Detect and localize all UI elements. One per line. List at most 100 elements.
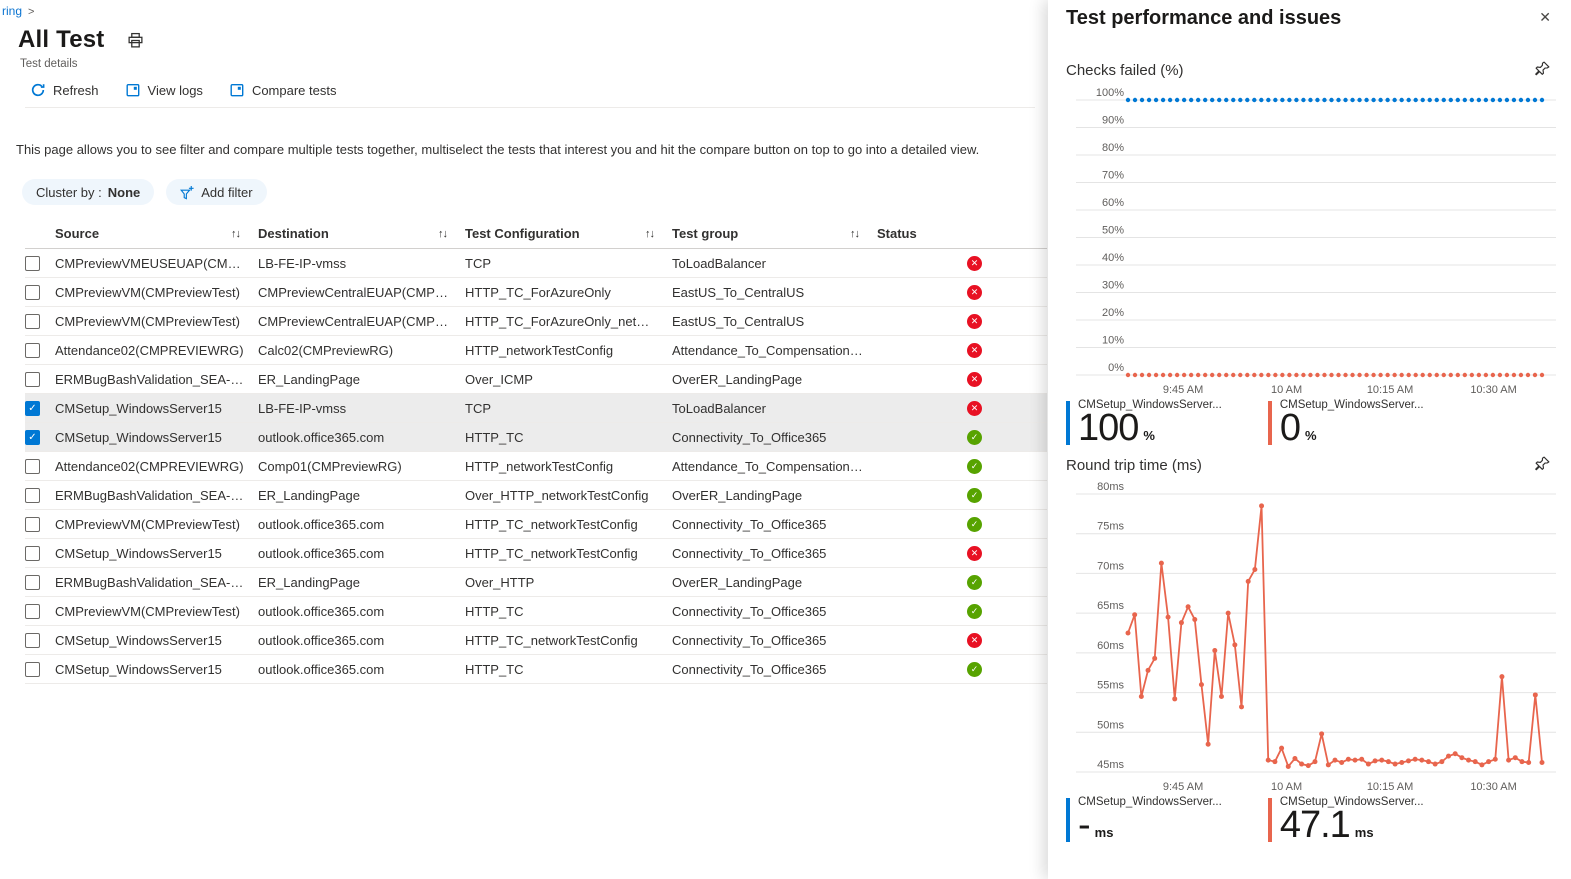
row-checkbox[interactable] [25,458,40,474]
table-row[interactable]: ERMBugBashValidation_SEA-ER-50... ER_Lan… [25,568,1047,597]
compare-tests-button[interactable]: Compare tests [229,82,337,98]
table-row[interactable]: CMPreviewVMEUSEUAP(CMPREVIE... LB-FE-IP-… [25,249,1047,278]
cluster-by-value: None [107,184,141,200]
row-checkbox[interactable] [25,516,40,532]
cell-source: Attendance02(CMPREVIEWRG) [55,458,244,474]
row-checkbox[interactable] [25,661,40,677]
cell-test-configuration: TCP [465,255,491,271]
sort-icon[interactable]: ↑↓ [231,227,241,240]
main-content: ring > All Test Test details Refresh [2,4,1047,684]
column-header-destination[interactable]: Destination ↑↓ [258,226,448,241]
cell-test-configuration: HTTP_TC_ForAzureOnly [465,284,611,300]
panel-title: Test performance and issues [1066,7,1342,29]
row-checkbox[interactable] [25,603,40,619]
sort-icon[interactable]: ↑↓ [438,227,448,240]
cell-source: CMSetup_WindowsServer15 [55,632,222,648]
view-logs-button[interactable]: View logs [125,82,203,98]
cell-test-configuration: Over_ICMP [465,371,533,387]
row-checkbox[interactable]: ✓ [25,429,40,445]
cluster-by-label: Cluster by : [36,184,102,200]
legend-color-bar [1066,798,1070,842]
cell-destination: CMPreviewCentralEUAP(CMPREVIE... [258,313,465,329]
legend-value: - [1078,804,1091,846]
row-checkbox[interactable] [25,371,40,387]
legend-series-name: CMSetup_WindowsServer... [1279,399,1424,411]
svg-text:70%: 70% [1102,170,1124,182]
compare-tests-label: Compare tests [251,82,337,98]
status-icon: ✓ [967,516,982,532]
cell-destination: ER_LandingPage [258,574,360,590]
cell-test-configuration: Over_HTTP_networkTestConfig [465,487,649,503]
sort-icon[interactable]: ↑↓ [645,227,655,240]
cell-source: ERMBugBashValidation_SEA-ER-50... [55,574,258,590]
legend-unit: % [1304,428,1317,443]
cell-source: CMPreviewVM(CMPreviewTest) [55,603,240,619]
svg-text:9:45 AM: 9:45 AM [1163,781,1203,793]
table-row[interactable]: CMPreviewVM(CMPreviewTest) outlook.offic… [25,597,1047,626]
view-logs-label: View logs [147,82,203,98]
table-row[interactable]: CMPreviewVM(CMPreviewTest) outlook.offic… [25,510,1047,539]
row-checkbox[interactable] [25,255,40,271]
cluster-by-pill[interactable]: Cluster by : None [22,179,155,205]
legend-item: CMSetup_WindowsServer... 47.1 ms [1267,796,1424,848]
checks-failed-chart: 100% 90% 80% 70% 60% 50% 40% 30% 20% 10% 0% 9:45 AM… [1076,87,1556,396]
sort-icon[interactable]: ↑↓ [850,227,860,240]
table-row[interactable]: ERMBugBashValidation_SEA-ER-50... ER_Lan… [25,365,1047,394]
breadcrumb-link[interactable]: ring [2,4,23,18]
table-row[interactable]: CMSetup_WindowsServer15 outlook.office36… [25,626,1047,655]
row-checkbox[interactable] [25,284,40,300]
svg-text:20%: 20% [1102,307,1124,319]
column-header-test-configuration[interactable]: Test Configuration ↑↓ [465,226,655,241]
column-header-test-group[interactable]: Test group ↑↓ [672,226,860,241]
row-checkbox[interactable] [25,313,40,329]
table-row[interactable]: ERMBugBashValidation_SEA-ER-50... ER_Lan… [25,481,1047,510]
column-header-source[interactable]: Source ↑↓ [55,226,241,241]
cell-test-configuration: HTTP_TC [465,661,524,677]
table-row[interactable]: CMSetup_WindowsServer15 outlook.office36… [25,655,1047,684]
table-row[interactable]: ✓ CMSetup_WindowsServer15 LB-FE-IP-vmss … [25,394,1047,423]
table-row[interactable]: CMPreviewVM(CMPreviewTest) CMPreviewCent… [25,307,1047,336]
svg-text:80%: 80% [1102,142,1124,154]
row-checkbox[interactable] [25,342,40,358]
print-icon[interactable] [127,32,144,49]
row-checkbox[interactable] [25,574,40,590]
row-checkbox[interactable] [25,632,40,648]
cell-test-configuration: HTTP_TC_ForAzureOnly_networkTe... [465,313,672,329]
table-row[interactable]: CMPreviewVM(CMPreviewTest) CMPreviewCent… [25,278,1047,307]
legend-item: CMSetup_WindowsServer... 0% [1267,399,1424,451]
legend-color-bar [1267,401,1272,445]
svg-text:75ms: 75ms [1097,521,1124,533]
page-description: This page allows you to see filter and c… [16,142,980,157]
svg-text:45ms: 45ms [1097,759,1124,771]
svg-text:70ms: 70ms [1097,560,1124,572]
page-subtitle: Test details [20,58,78,70]
cell-test-configuration: HTTP_TC_networkTestConfig [465,632,638,648]
table-row[interactable]: Attendance02(CMPREVIEWRG) Comp01(CMPrevi… [25,452,1047,481]
legend-color-bar [1066,401,1070,445]
legend-value: 100 [1078,407,1139,449]
cell-test-configuration: HTTP_networkTestConfig [465,342,614,358]
table-body: CMPreviewVMEUSEUAP(CMPREVIE... LB-FE-IP-… [25,249,1047,684]
add-filter-label: Add filter [201,184,253,200]
cell-source: ERMBugBashValidation_SEA-ER-50... [55,371,258,387]
status-icon: ✕ [967,632,982,648]
pin-icon[interactable] [1534,455,1551,476]
refresh-button[interactable]: Refresh [30,82,99,98]
column-header-status[interactable]: Status [877,226,917,241]
svg-text:60%: 60% [1102,197,1124,209]
cell-test-group: Connectivity_To_Office365 [672,545,827,561]
cell-source: CMSetup_WindowsServer15 [55,429,222,445]
row-checkbox[interactable]: ✓ [25,400,40,416]
row-checkbox[interactable] [25,487,40,503]
table-row[interactable]: CMSetup_WindowsServer15 outlook.office36… [25,539,1047,568]
pin-icon[interactable] [1534,60,1551,81]
svg-text:9:45 AM: 9:45 AM [1163,384,1203,396]
row-checkbox[interactable] [25,545,40,561]
add-filter-pill[interactable]: Add filter [166,179,267,205]
svg-text:50ms: 50ms [1097,719,1124,731]
cell-test-configuration: HTTP_TC_networkTestConfig [465,516,638,532]
close-icon[interactable]: ✕ [1539,9,1551,25]
table-row[interactable]: Attendance02(CMPREVIEWRG) Calc02(CMPrevi… [25,336,1047,365]
cell-test-configuration: HTTP_networkTestConfig [465,458,614,474]
table-row[interactable]: ✓ CMSetup_WindowsServer15 outlook.office… [25,423,1047,452]
